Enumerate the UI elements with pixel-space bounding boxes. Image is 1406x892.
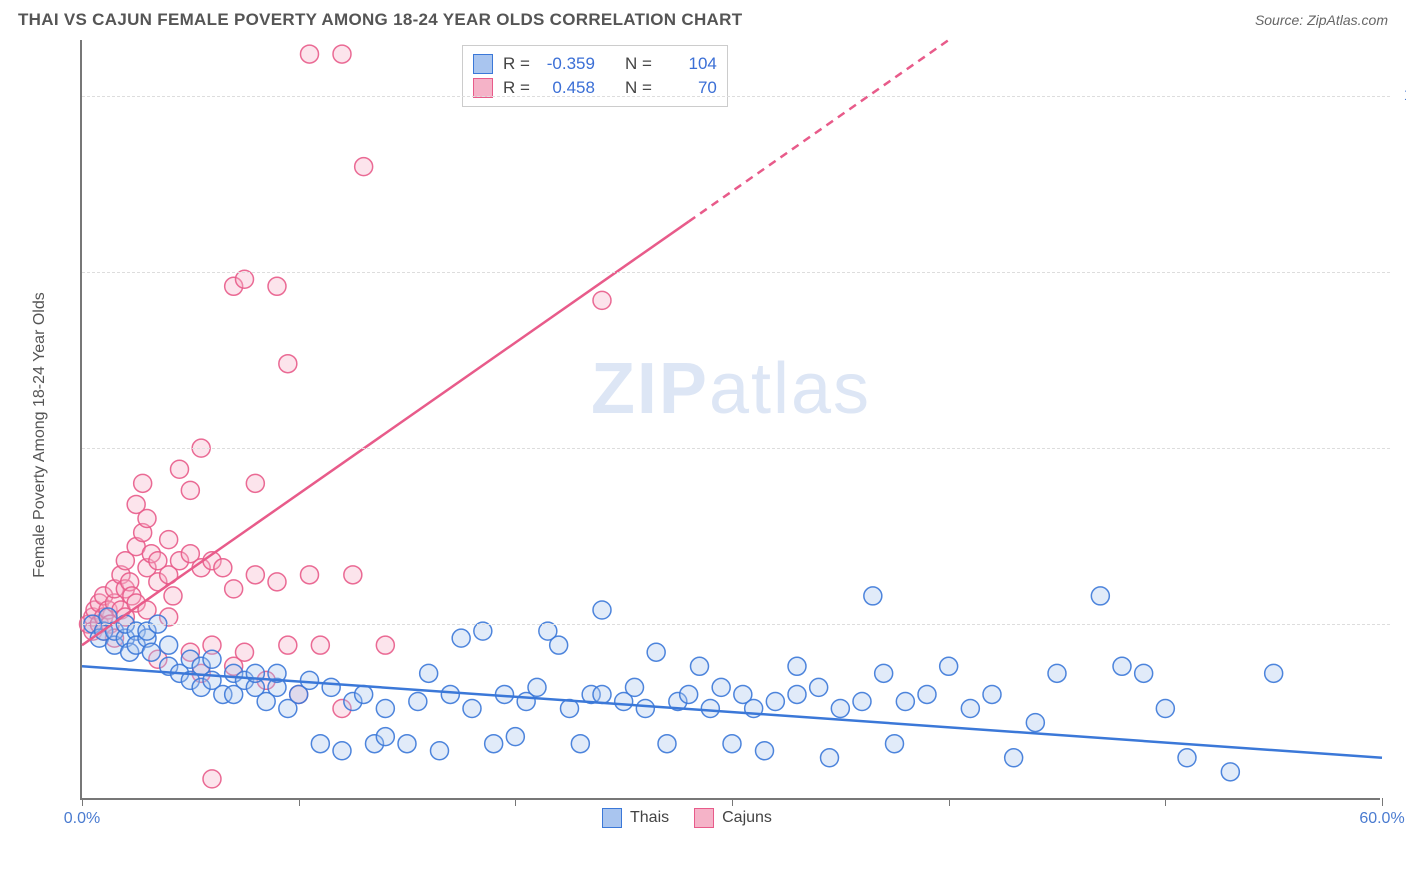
x-tick-label: 0.0% bbox=[64, 810, 100, 828]
legend-item-cajuns: Cajuns bbox=[694, 808, 772, 828]
x-tick-label: 60.0% bbox=[1359, 810, 1404, 828]
chart-title: THAI VS CAJUN FEMALE POVERTY AMONG 18-24… bbox=[18, 10, 742, 30]
legend-item-thais: Thais bbox=[602, 808, 669, 828]
swatch-cajuns bbox=[694, 808, 714, 828]
y-axis-label: Female Poverty Among 18-24 Year Olds bbox=[31, 292, 49, 578]
chart-container: Female Poverty Among 18-24 Year Olds ZIP… bbox=[50, 40, 1390, 830]
plot-area: ZIPatlas R = -0.359 N = 104 R = 0.458 N … bbox=[80, 40, 1380, 800]
y-tick-label: 75.0% bbox=[1388, 263, 1406, 281]
y-tick-label: 100.0% bbox=[1388, 87, 1406, 105]
source-attribution: Source: ZipAtlas.com bbox=[1255, 12, 1388, 28]
series-legend: Thais Cajuns bbox=[602, 808, 772, 828]
y-tick-label: 50.0% bbox=[1388, 439, 1406, 457]
y-tick-label: 25.0% bbox=[1388, 615, 1406, 633]
swatch-thais bbox=[602, 808, 622, 828]
scatter-svg bbox=[82, 40, 1380, 798]
